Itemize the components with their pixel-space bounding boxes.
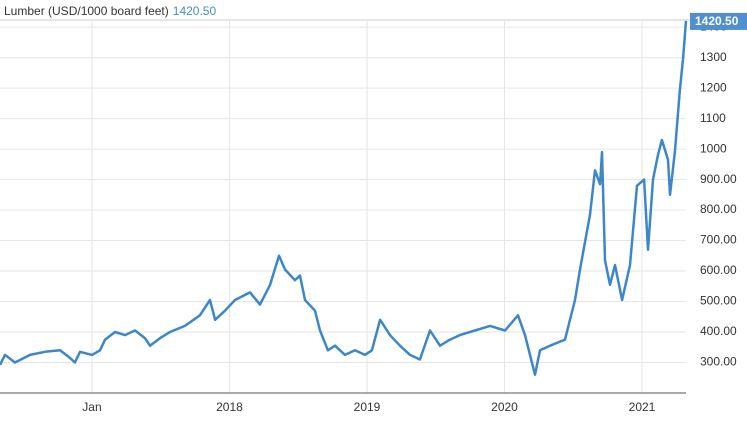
y-tick-label: 1000 [700,141,727,155]
y-tick-label: 400.00 [700,324,737,338]
last-value-badge-label: 1420.50 [695,14,739,28]
y-tick-label: 900.00 [700,172,737,186]
y-tick-label: 800.00 [700,202,737,216]
y-tick-label: 500.00 [700,294,737,308]
x-tick-label: 2019 [354,400,381,414]
x-tick-label: Jan [82,400,101,414]
x-tick-label: 2021 [629,400,656,414]
last-value-badge [690,12,747,30]
y-tick-label: 700.00 [700,233,737,247]
chart-title: Lumber (USD/1000 board feet) [4,4,169,18]
x-tick-label: 2018 [216,400,243,414]
x-tick-label: 2020 [491,400,518,414]
line-series [0,20,688,376]
y-tick-label: 1300 [700,50,727,64]
y-tick-label: 1200 [700,80,727,94]
last-value: 1420.50 [173,4,217,18]
y-tick-label: 300.00 [700,355,737,369]
y-tick-label: 1100 [700,111,726,125]
y-tick-label: 600.00 [700,263,737,277]
